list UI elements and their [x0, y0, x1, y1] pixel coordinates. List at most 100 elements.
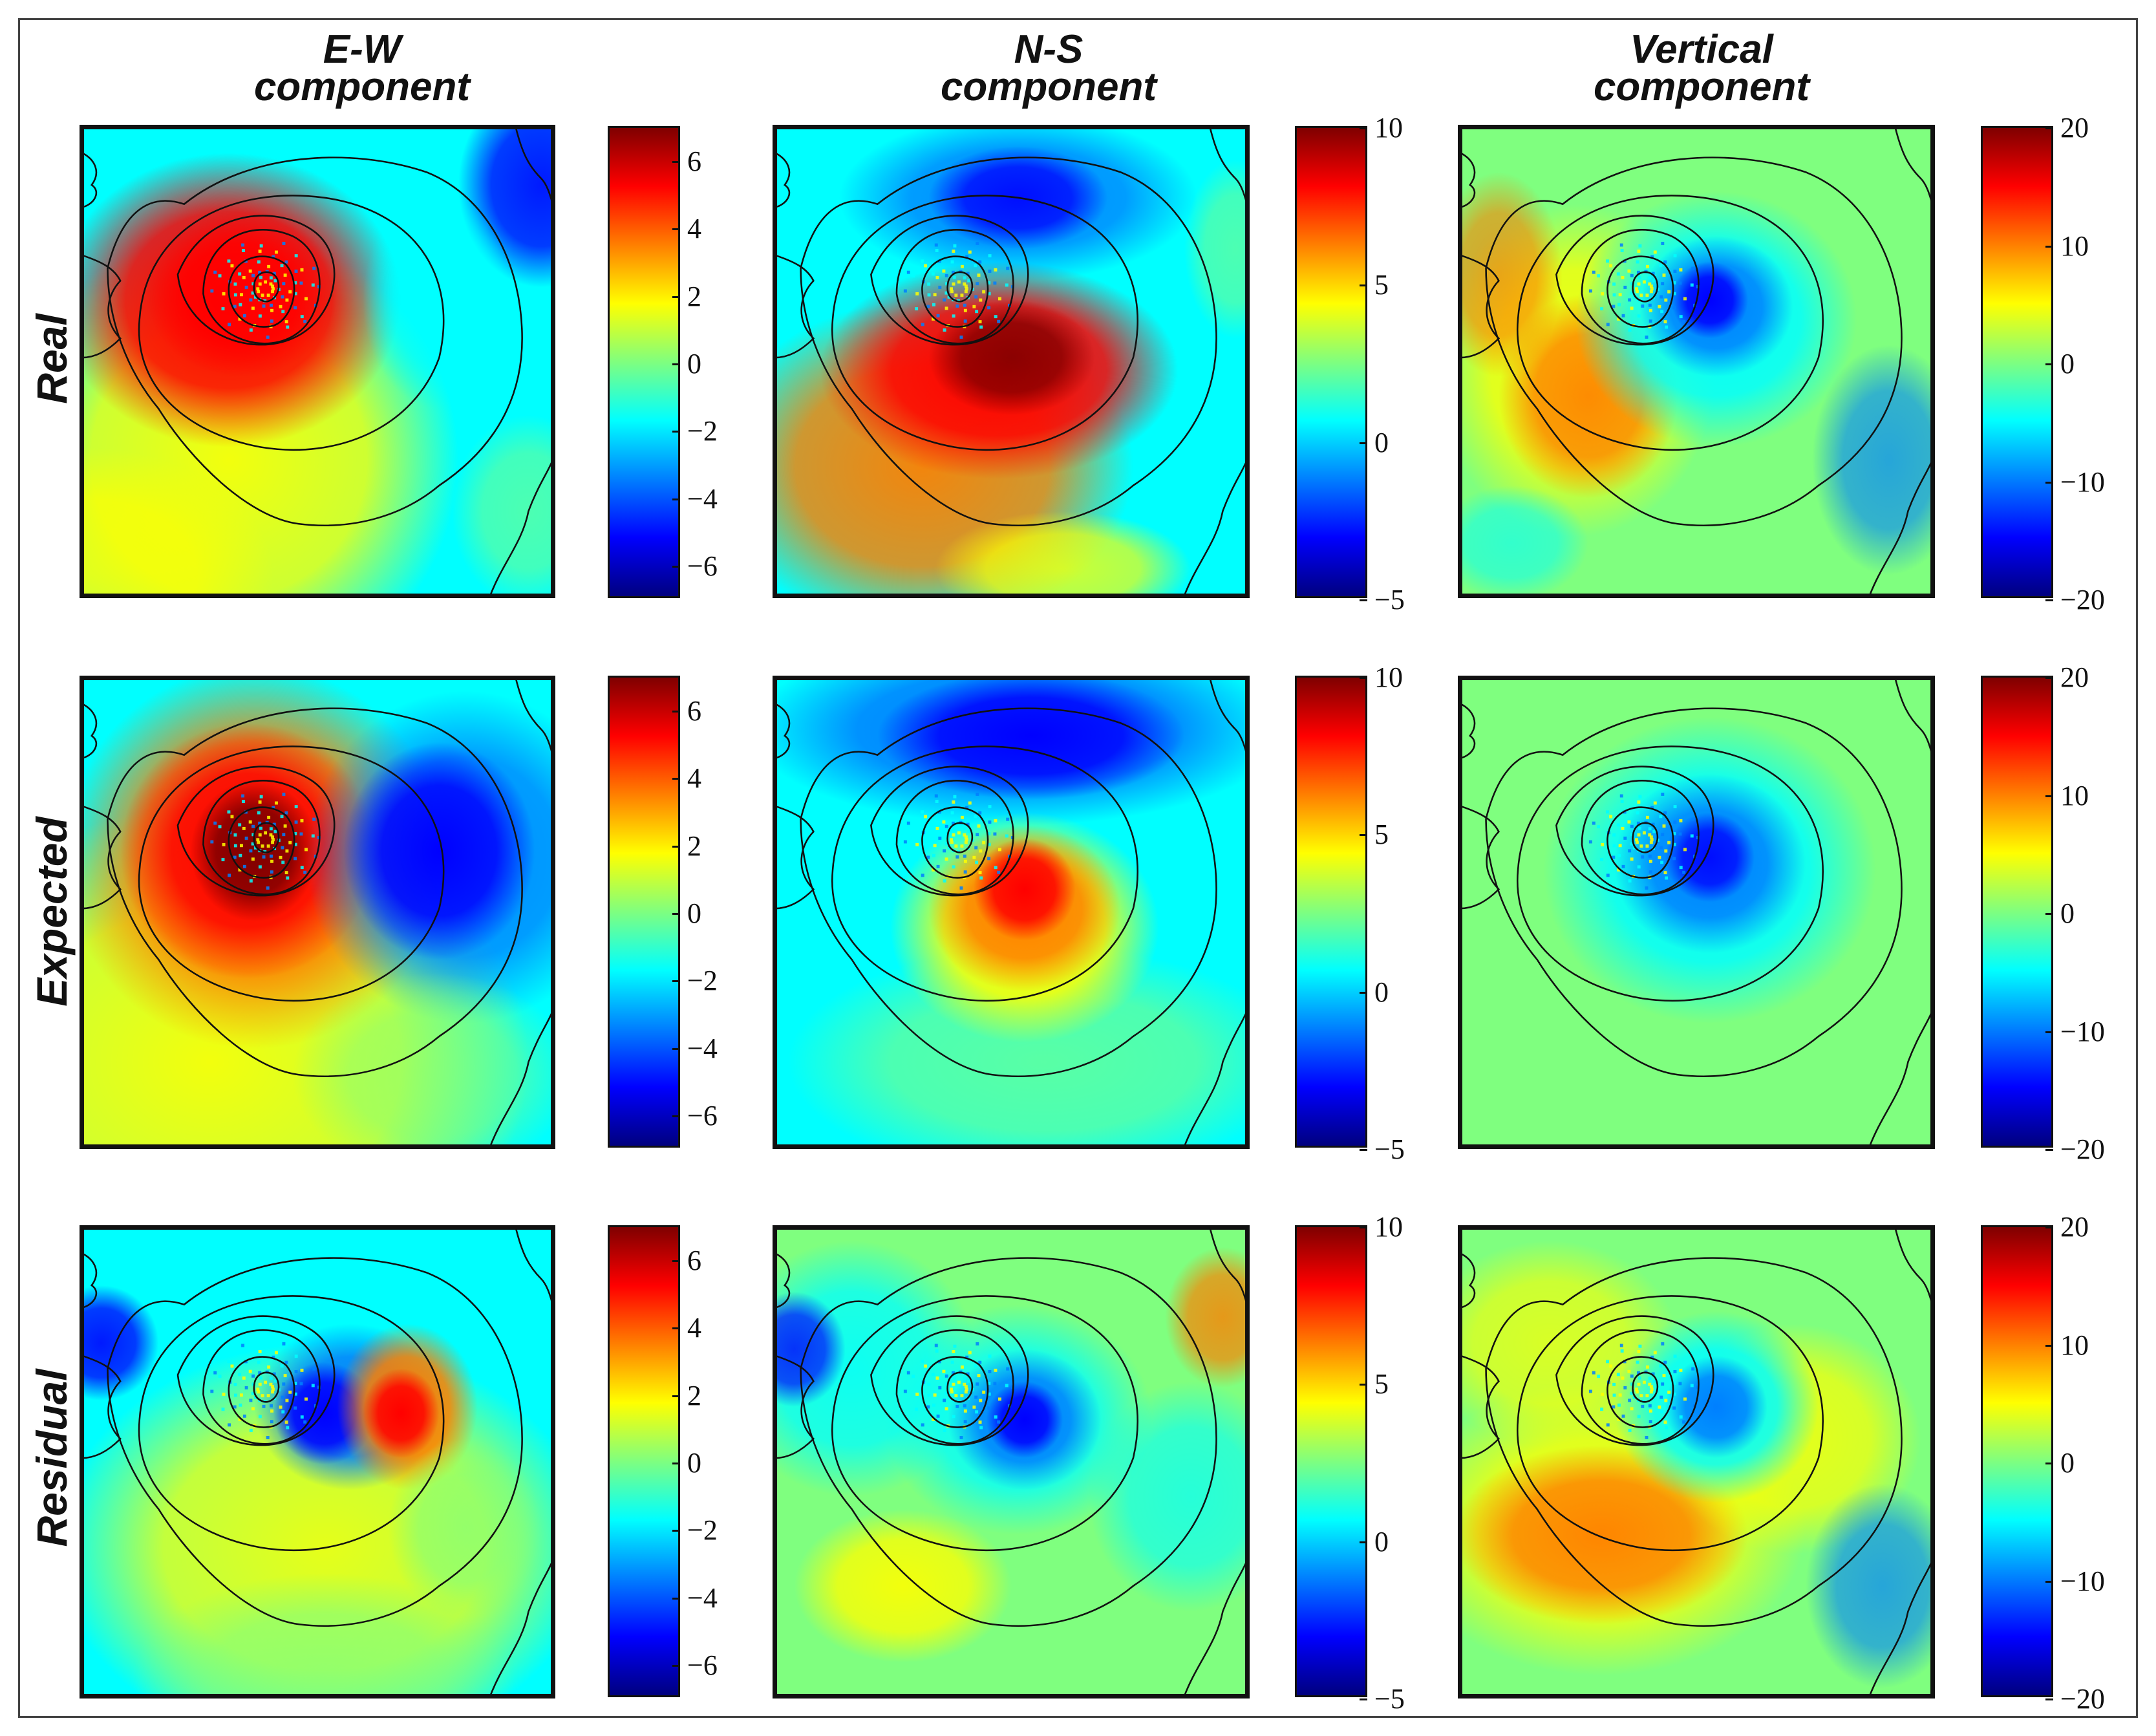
map-expected-ns-contour-line — [831, 745, 1138, 1002]
colorbar-residual-ns: 10 5 0 −5 — [1295, 1213, 1405, 1713]
map-residual-ew-noise-pixel — [218, 1375, 222, 1378]
map-residual-ns-noise-pixel — [987, 1382, 991, 1385]
map-residual-vertical-noise-pixel — [1645, 1435, 1649, 1439]
map-real-ns — [773, 125, 1250, 598]
map-residual-ew-noise-pixel — [227, 1360, 231, 1364]
map-real-ew-noise-pixel — [294, 281, 297, 284]
map-expected-ew-noise-pixel — [244, 836, 248, 840]
map-residual-vertical-noise-pixel — [1609, 1364, 1613, 1368]
map-expected-ns-noise-pixel — [945, 833, 949, 837]
map-residual-vertical-noise-pixel — [1648, 1377, 1652, 1380]
map-expected-ns-noise-pixel — [994, 866, 998, 870]
colorbar-tick-mark-residual-ew — [672, 1463, 680, 1464]
map-residual-ns-noise-pixel — [952, 1382, 955, 1386]
map-residual-vertical-noise-pixel — [1664, 1398, 1668, 1402]
map-real-ew-noise-pixel — [238, 317, 242, 321]
map-residual-ew-noise-pixel — [249, 1398, 253, 1402]
map-residual-ew-noise-pixel — [241, 1349, 245, 1353]
map-expected-ew-noise-pixel — [253, 846, 257, 850]
colorbar-tick-label-expected-vertical: −10 — [2060, 1015, 2105, 1047]
map-real-vertical-noise-pixel — [1638, 275, 1641, 279]
colorbar-tick-label-residual-ew: −4 — [687, 1581, 718, 1614]
map-real-ew-field-region — [452, 415, 553, 595]
map-residual-ns-coastline — [775, 1252, 791, 1309]
map-expected-ew-noise-pixel — [233, 855, 237, 859]
map-residual-ew-noise-pixel — [239, 1393, 243, 1397]
map-real-ns-noise-pixel — [943, 328, 946, 332]
map-residual-vertical-contour-line — [1485, 1257, 1903, 1627]
map-expected-ew-noise-pixel — [271, 838, 275, 842]
map-residual-vertical-noise-pixel — [1672, 1406, 1676, 1410]
colorbar-tick-mark-real-ew — [672, 431, 680, 433]
map-residual-vertical-noise-pixel — [1628, 1428, 1632, 1432]
map-residual-vertical-noise-pixel — [1617, 1417, 1621, 1421]
map-real-ew-contour-line — [202, 229, 321, 345]
map-residual-vertical-noise-pixel — [1648, 1404, 1652, 1408]
colorbar-tick-label-expected-ew: 6 — [687, 695, 701, 727]
map-residual-ns-noise-pixel — [977, 1374, 981, 1378]
map-expected-ns-noise-pixel — [952, 800, 955, 804]
map-real-ns-noise-pixel — [963, 308, 967, 312]
map-expected-ew-noise-pixel — [228, 873, 231, 877]
map-real-vertical-noise-pixel — [1659, 264, 1663, 268]
map-real-vertical-noise-pixel — [1658, 305, 1661, 308]
map-residual-ns-noise-pixel — [903, 1389, 907, 1393]
map-residual-vertical-noise-pixel — [1617, 1403, 1621, 1407]
map-expected-ew-noise-pixel — [274, 801, 278, 805]
map-residual-ew-coastline — [515, 1228, 553, 1305]
map-expected-ns-noise-pixel — [974, 815, 977, 819]
map-residual-ew-noise-pixel — [221, 1408, 225, 1411]
map-expected-vertical-noise-pixel — [1620, 800, 1624, 803]
map-expected-ns-coastline — [775, 703, 791, 759]
col-title-ew: E-W component — [136, 30, 588, 107]
map-residual-ew-noise-pixel — [281, 1395, 284, 1399]
map-expected-ns-noise-pixel — [968, 801, 972, 805]
map-expected-vertical-noise-pixel — [1630, 857, 1634, 861]
map-expected-vertical-noise-pixel — [1639, 844, 1643, 848]
map-expected-vertical-noise-pixel — [1592, 821, 1596, 825]
map-expected-ns-noise-pixel — [978, 811, 982, 815]
map-expected-ns-noise-pixel — [963, 854, 966, 858]
map-real-ns-noise-pixel — [942, 269, 946, 273]
map-residual-ew-noise-pixel — [210, 1389, 214, 1393]
map-residual-ew-noise-pixel — [249, 1428, 253, 1432]
map-real-vertical-noise-pixel — [1618, 293, 1622, 297]
colorbar-tick-label-real-vertical: 20 — [2060, 112, 2089, 144]
map-real-ns-noise-pixel — [954, 294, 958, 297]
map-expected-ew-coastline — [489, 1010, 553, 1146]
map-residual-ew-noise-pixel — [274, 1351, 278, 1355]
map-residual-vertical-noise-pixel — [1635, 1388, 1638, 1391]
map-real-ew-noise-pixel — [267, 264, 271, 268]
map-real-ew-contour-line — [253, 271, 280, 303]
map-real-ew-noise-pixel — [233, 305, 237, 308]
map-real-ns-noise-pixel — [951, 270, 955, 274]
map-expected-vertical-noise-pixel — [1612, 833, 1616, 837]
map-real-ns-noise-pixel — [931, 272, 935, 276]
map-residual-ns-noise-pixel — [915, 1408, 919, 1411]
map-expected-ew-noise-pixel — [273, 830, 277, 833]
map-residual-vertical-noise-pixel — [1660, 1395, 1663, 1399]
map-residual-vertical-noise-pixel — [1679, 1415, 1683, 1419]
colorbar-tick-label-real-vertical: 10 — [2060, 230, 2089, 262]
colorbar-tick-mark-expected-ew — [672, 778, 680, 780]
map-real-ew-noise-pixel — [221, 307, 225, 311]
colorbar-tick-mark-real-ew — [672, 363, 680, 365]
map-real-ew-noise-pixel — [269, 276, 273, 280]
map-expected-vertical-noise-pixel — [1651, 822, 1655, 826]
map-real-ew-coastline — [82, 254, 122, 359]
map-expected-ns-noise-pixel — [945, 842, 948, 846]
map-expected-ns-noise-pixel — [935, 826, 939, 830]
map-residual-vertical-noise-pixel — [1678, 1382, 1682, 1386]
map-residual-vertical-noise-pixel — [1660, 1410, 1664, 1414]
map-real-vertical-noise-pixel — [1673, 254, 1677, 258]
map-residual-vertical-noise-pixel — [1653, 1351, 1657, 1355]
map-residual-ew-noise-pixel — [270, 1420, 273, 1424]
map-real-ns-noise-pixel — [976, 242, 979, 245]
map-expected-vertical-noise-pixel — [1645, 844, 1649, 848]
map-expected-vertical-noise-pixel — [1638, 826, 1641, 830]
map-expected-vertical-noise-pixel — [1652, 830, 1656, 833]
map-expected-vertical-noise-pixel — [1638, 795, 1642, 798]
map-expected-vertical-contour-line — [1555, 766, 1714, 897]
map-residual-vertical-noise-pixel — [1638, 1376, 1641, 1380]
map-expected-ew-noise-pixel — [251, 833, 255, 837]
